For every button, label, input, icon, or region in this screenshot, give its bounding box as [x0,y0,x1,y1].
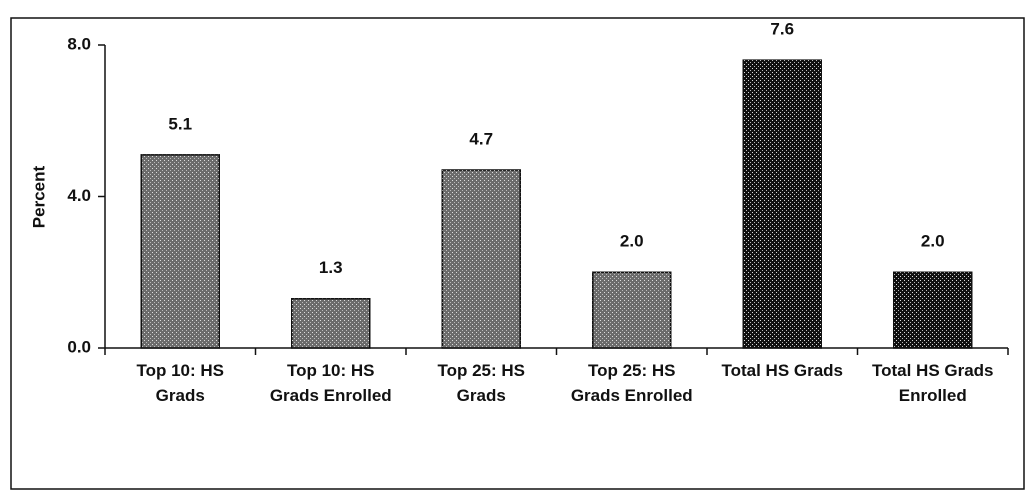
bar-texture [592,272,671,348]
x-tick-label: Top 10: HS Grads [136,361,225,405]
value-label: 2.0 [620,232,644,251]
value-label: 7.6 [770,20,794,39]
bar-texture [291,298,370,348]
value-label: 2.0 [921,232,945,251]
value-label: 1.3 [319,258,343,277]
x-tick-label: Top 10: HS Grads Enrolled [269,361,392,405]
y-tick-label: 8.0 [67,34,91,53]
x-tick-label: Top 25: HS Grads Enrolled [570,361,693,405]
y-axis-label: Percent [29,165,48,228]
y-tick-label: 0.0 [67,337,91,356]
frame [10,17,1025,490]
bar-texture [743,60,822,349]
value-label: 4.7 [469,129,493,148]
x-tick-label: Top 25: HS Grads [437,361,526,405]
bar-texture [141,154,220,348]
x-tick-label: Total HS Grads Enrolled [871,361,994,405]
value-label: 5.1 [168,114,192,133]
bar-texture [893,272,972,348]
x-tick-label: Total HS Grads [721,361,844,380]
bar-texture [442,169,521,348]
y-tick-label: 4.0 [67,186,91,205]
